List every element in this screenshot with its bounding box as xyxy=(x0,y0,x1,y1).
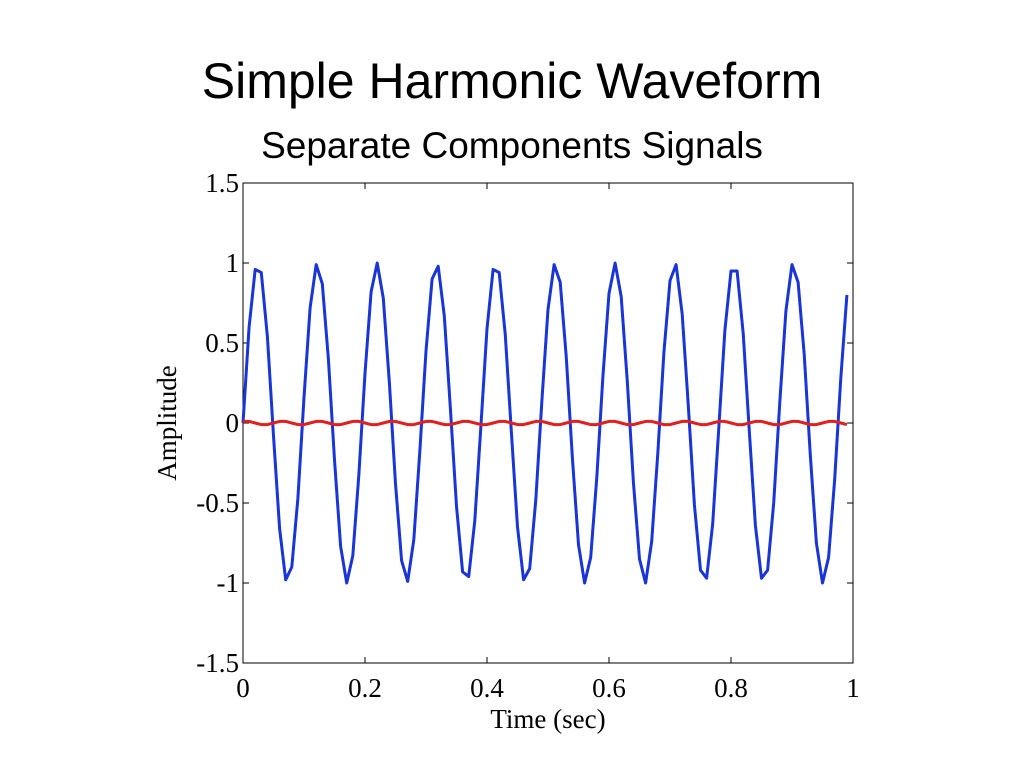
x-tick-label: 0.4 xyxy=(470,673,504,703)
chart-subtitle: Separate Components Signals xyxy=(261,125,763,166)
y-tick-label: 0 xyxy=(226,408,240,438)
chart-title: Simple Harmonic Waveform xyxy=(202,53,823,109)
line-series xyxy=(243,419,848,427)
x-axis-label: Time (sec) xyxy=(490,704,605,734)
line-series xyxy=(241,261,849,585)
y-tick-label: -0.5 xyxy=(196,488,239,518)
x-tick-label: 0.8 xyxy=(714,673,748,703)
y-tick-label: -1 xyxy=(217,568,240,598)
x-tick-label: 0.6 xyxy=(592,673,626,703)
y-tick-label: 1.5 xyxy=(205,168,239,198)
y-tick-label: 0.5 xyxy=(205,328,239,358)
x-tick-label: 1 xyxy=(846,673,860,703)
y-tick-label: 1 xyxy=(226,248,240,278)
y-tick-label: -1.5 xyxy=(196,648,239,678)
y-axis-label: Amplitude xyxy=(152,365,182,481)
x-tick-label: 0.2 xyxy=(348,673,382,703)
x-tick-label: 0 xyxy=(236,673,250,703)
